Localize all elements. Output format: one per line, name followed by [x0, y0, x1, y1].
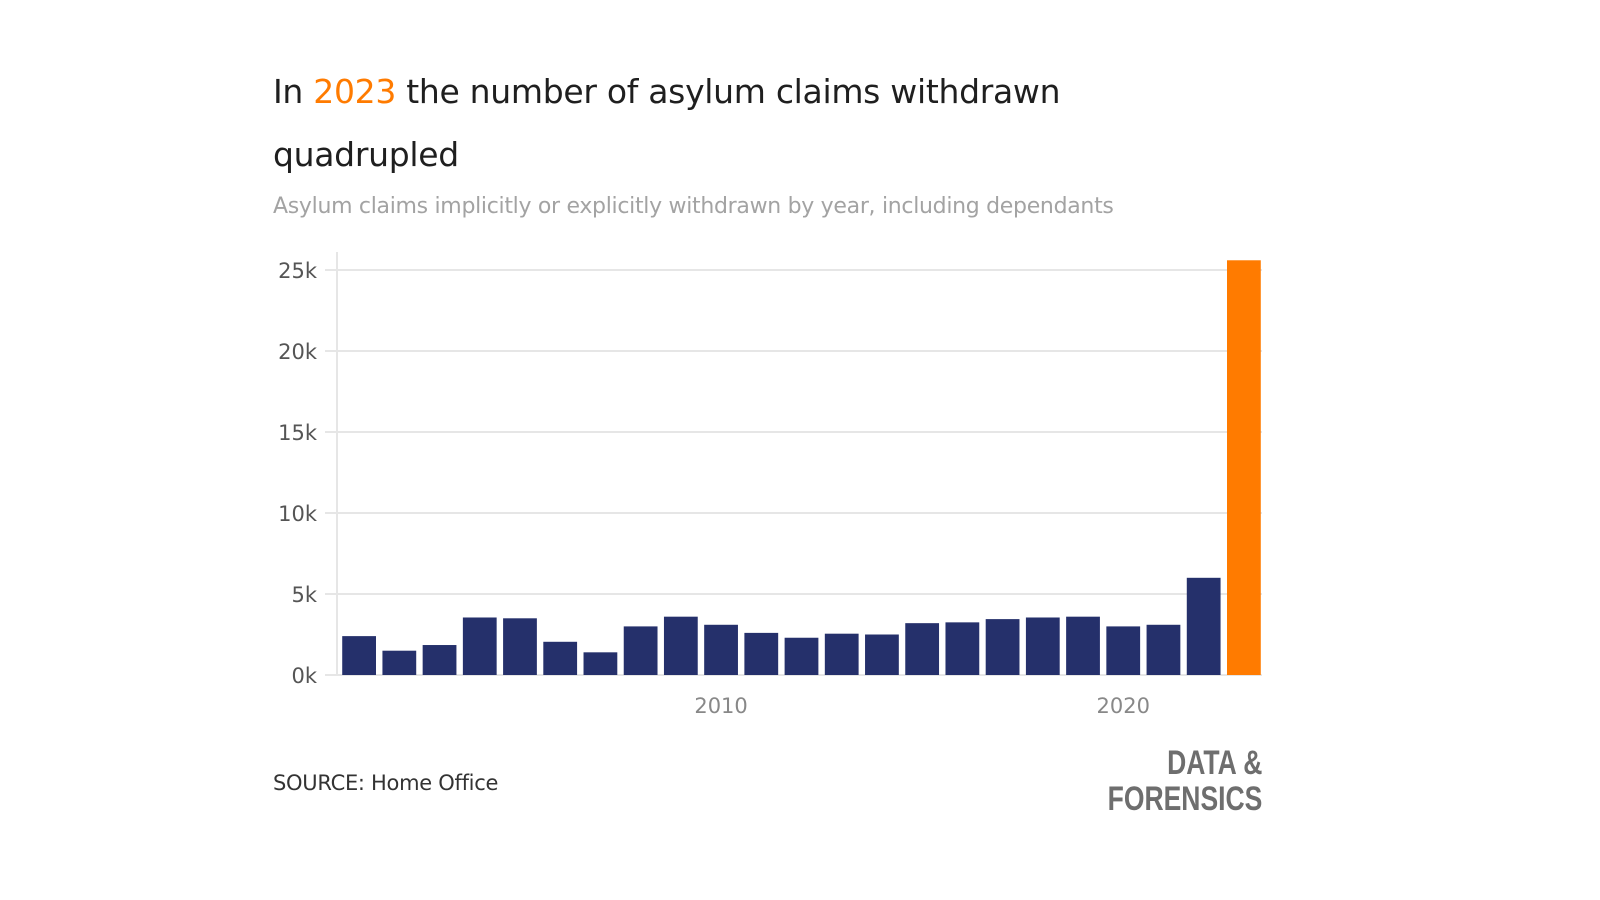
y-axis-ticks: 0k 5k 10k 15k 20k 25k [278, 259, 318, 688]
gridlines [325, 252, 1262, 676]
bar-2001 [342, 636, 376, 675]
bar-2009 [663, 616, 698, 675]
bar-2019 [1066, 616, 1100, 675]
y-tick-label: 10k [278, 502, 318, 526]
bar-2011 [744, 632, 779, 675]
bar-2016 [945, 622, 980, 675]
bar-2004 [462, 617, 497, 675]
title-highlight-year: 2023 [313, 72, 397, 111]
y-tick-label: 25k [278, 259, 318, 283]
bar-2007 [583, 652, 618, 675]
bars [342, 260, 1261, 675]
bar-2005 [503, 618, 537, 675]
bar-2002 [382, 650, 417, 675]
y-tick-label: 5k [291, 583, 317, 607]
bar-2017 [985, 619, 1020, 675]
bar-2010 [704, 624, 738, 675]
x-tick-label: 2010 [694, 694, 747, 718]
bar-2021 [1146, 624, 1181, 675]
bar-2003 [422, 645, 457, 675]
bar-2022 [1186, 577, 1221, 675]
y-tick-label: 20k [278, 340, 318, 364]
x-tick-label: 2020 [1097, 694, 1150, 718]
source-note: SOURCE: Home Office [273, 771, 499, 795]
bar-2015 [905, 623, 940, 675]
bar-2018 [1025, 617, 1060, 675]
y-tick-label: 0k [291, 664, 317, 688]
chart-title: In 2023 the number of asylum claims with… [273, 72, 1061, 174]
bar-2008 [623, 626, 658, 675]
bar-2020 [1106, 626, 1141, 675]
bar-2023 [1227, 260, 1261, 675]
data-forensics-logo: DATA & FORENSICS [1107, 744, 1262, 818]
chart-subtitle: Asylum claims implicitly or explicitly w… [273, 194, 1114, 219]
y-tick-label: 15k [278, 421, 318, 445]
bar-2013 [824, 633, 859, 675]
bar-2014 [865, 634, 899, 675]
x-axis-ticks: 2010 2020 [694, 694, 1150, 718]
bar-2006 [543, 641, 578, 675]
bar-2012 [784, 637, 819, 675]
